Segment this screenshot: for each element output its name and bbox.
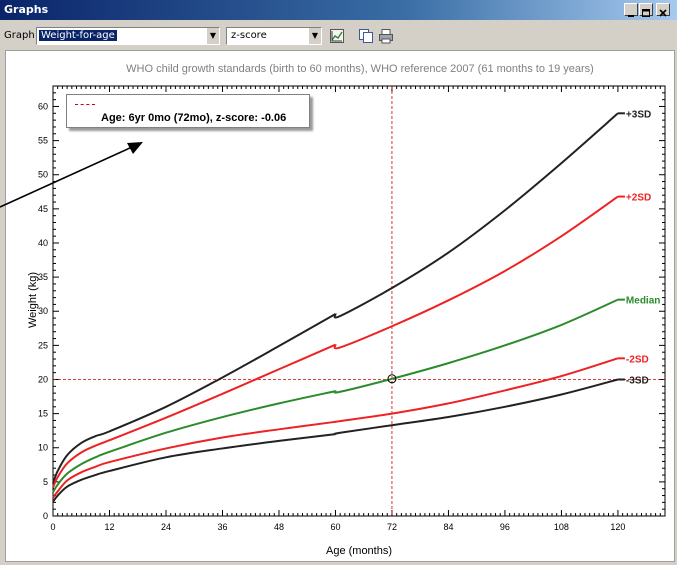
chart-subtitle: WHO child growth standards (birth to 60 … [126, 63, 594, 75]
series-line-3sd-reference [333, 112, 619, 319]
y-tick-label: 55 [38, 136, 48, 146]
y-tick-label: 40 [38, 238, 48, 248]
graph-type-value: Weight-for-age [39, 30, 117, 41]
x-tick-label: 24 [161, 522, 171, 532]
y-axis-label: Weight (kg) [27, 272, 39, 328]
y-tick-label: 20 [38, 374, 48, 384]
y-tick-label: 30 [38, 306, 48, 316]
y-tick-label: 60 [38, 101, 48, 111]
copy-icon[interactable] [358, 28, 374, 44]
pointer-arrow-head [127, 142, 143, 154]
chart-settings-icon[interactable] [329, 28, 345, 44]
score-type-select[interactable]: z-score ▼ [226, 27, 322, 45]
score-type-value: z-score [231, 30, 267, 41]
series-label: -2SD [626, 354, 649, 365]
maximize-button[interactable] [639, 3, 653, 17]
y-tick-label: 45 [38, 204, 48, 214]
series-line-3sd-reference [333, 378, 619, 436]
y-tick-label: 50 [38, 170, 48, 180]
minimize-button[interactable] [624, 3, 638, 17]
x-tick-label: 108 [554, 522, 569, 532]
graph-label: Graph [4, 30, 35, 41]
y-tick-label: 0 [43, 511, 48, 521]
series-label: -3SD [626, 375, 649, 386]
title-bar[interactable]: Graphs [0, 0, 677, 20]
minimize-icon [628, 15, 634, 17]
series-line-3sd [52, 433, 336, 503]
x-tick-label: 0 [50, 522, 55, 532]
series-line-2sd [52, 343, 336, 488]
series-label: +2SD [626, 193, 651, 204]
measurement-point [387, 374, 397, 384]
chevron-down-icon[interactable]: ▼ [308, 28, 321, 44]
print-icon[interactable] [378, 28, 394, 44]
toolbar: Graph Weight-for-age ▼ z-score ▼ [0, 22, 677, 48]
annotation-legend-line [75, 104, 95, 105]
series-label: +3SD [626, 109, 651, 120]
series-line-median-reference [333, 298, 619, 394]
annotation-text: Age: 6yr 0mo (72mo), z-score: -0.06 [101, 112, 287, 124]
chevron-down-icon[interactable]: ▼ [206, 28, 219, 44]
series-line-median [52, 390, 336, 493]
plot-area [52, 85, 666, 517]
y-tick-label: 35 [38, 272, 48, 282]
close-icon [659, 9, 667, 17]
series-line-2sd-reference [333, 195, 619, 350]
x-tick-label: 120 [610, 522, 625, 532]
y-tick-label: 10 [38, 443, 48, 453]
y-tick-label: 15 [38, 409, 48, 419]
series-line-2sd [52, 420, 336, 499]
maximize-icon [642, 9, 650, 17]
window-title: Graphs [4, 3, 49, 16]
x-axis-label: Age (months) [326, 545, 392, 557]
x-tick-label: 96 [500, 522, 510, 532]
y-tick-label: 5 [43, 477, 48, 487]
x-tick-label: 12 [104, 522, 114, 532]
pointer-arrow-line [0, 146, 133, 208]
x-tick-label: 84 [443, 522, 453, 532]
series-line-3sd [52, 313, 336, 484]
annotation-box: Age: 6yr 0mo (72mo), z-score: -0.06 [66, 94, 310, 128]
x-tick-label: 72 [387, 522, 397, 532]
graph-type-select[interactable]: Weight-for-age ▼ [36, 27, 220, 45]
x-tick-label: 36 [217, 522, 227, 532]
series-label: Median [626, 296, 660, 307]
series-line-2sd-reference [333, 357, 619, 423]
x-tick-label: 48 [274, 522, 284, 532]
x-tick-label: 60 [330, 522, 340, 532]
y-tick-label: 25 [38, 340, 48, 350]
close-button[interactable] [656, 3, 670, 17]
